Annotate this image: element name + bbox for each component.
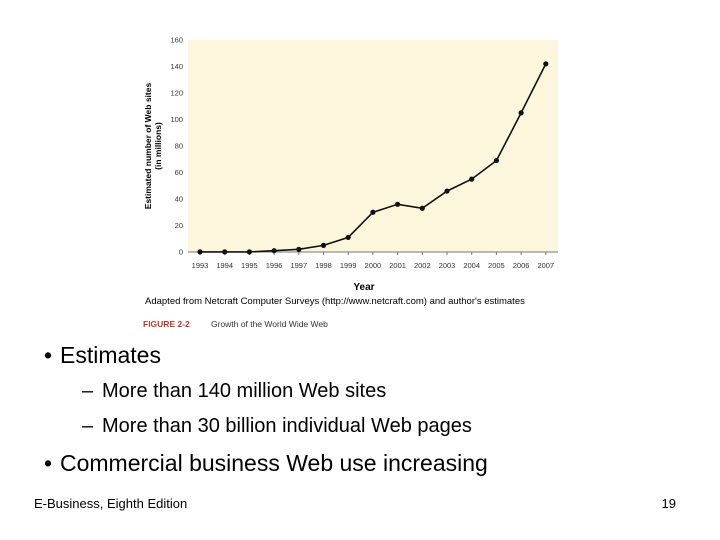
data-point xyxy=(518,110,524,116)
sub-bullet-text: More than 140 million Web sites xyxy=(102,380,387,402)
data-point xyxy=(469,176,475,182)
bullet-text: Estimates xyxy=(60,342,161,368)
data-point xyxy=(271,248,277,254)
bullet-marker: • xyxy=(44,450,53,476)
plot-area xyxy=(188,40,558,252)
y-tick-label: 100 xyxy=(170,115,183,124)
x-tick-label: 1999 xyxy=(340,261,357,270)
bullet-text: Commercial business Web use increasing xyxy=(60,450,488,476)
bullet-marker: • xyxy=(44,342,53,368)
figure-label: FIGURE 2-2 xyxy=(143,319,190,329)
x-tick-label: 1998 xyxy=(315,261,332,270)
page-number: 19 xyxy=(661,496,676,511)
x-tick-label: 1993 xyxy=(192,261,209,270)
sub-bullet-item: – More than 30 billion individual Web pa… xyxy=(82,415,472,438)
data-point xyxy=(444,188,450,194)
x-tick-label: 1997 xyxy=(290,261,307,270)
x-tick-label: 2006 xyxy=(513,261,530,270)
y-tick-label: 60 xyxy=(175,168,183,177)
data-point xyxy=(543,61,549,67)
data-point xyxy=(296,246,302,252)
y-tick-label: 140 xyxy=(170,62,183,71)
x-tick-label: 2007 xyxy=(537,261,554,270)
data-point xyxy=(246,249,252,255)
data-point xyxy=(222,249,228,255)
y-tick-label: 0 xyxy=(179,248,183,257)
x-tick-label: 1995 xyxy=(241,261,258,270)
y-axis-title-line2: (in millions) xyxy=(153,122,163,170)
figure-title: Growth of the World Wide Web xyxy=(211,319,328,329)
source-note: Adapted from Netcraft Computer Surveys (… xyxy=(145,296,525,307)
data-point xyxy=(370,209,376,215)
y-tick-label: 160 xyxy=(170,36,183,45)
x-tick-label: 2003 xyxy=(439,261,456,270)
data-point xyxy=(345,234,351,241)
x-tick-label: 1994 xyxy=(216,261,233,270)
x-tick-label: 1996 xyxy=(266,261,283,270)
y-tick-label: 40 xyxy=(175,195,183,204)
x-tick-label: 2004 xyxy=(463,261,480,270)
data-point xyxy=(493,157,499,164)
data-point xyxy=(320,242,327,248)
data-point xyxy=(395,201,401,207)
x-tick-label: 2005 xyxy=(488,261,505,270)
data-point xyxy=(197,249,203,255)
data-point xyxy=(419,205,425,211)
bullet-item: • Estimates xyxy=(44,342,161,369)
bullet-item: • Commercial business Web use increasing xyxy=(44,450,488,477)
web-growth-chart: 0 20 40 60 80 100 120 140 160 1993 1994 1995 1996 19… xyxy=(143,36,558,329)
sub-bullet-marker: – xyxy=(82,380,94,402)
x-tick-label: 2001 xyxy=(389,261,406,270)
y-tick-label: 120 xyxy=(170,89,183,98)
sub-bullet-item: – More than 140 million Web sites xyxy=(82,380,387,403)
x-tick-label: 2000 xyxy=(365,261,382,270)
footer-book-title: E-Business, Eighth Edition xyxy=(34,496,188,511)
x-axis-title: Year xyxy=(353,282,374,293)
y-axis-title-line1: Estimated number of Web sites xyxy=(143,83,153,210)
x-tick-label: 2002 xyxy=(414,261,431,270)
sub-bullet-marker: – xyxy=(82,415,94,437)
sub-bullet-text: More than 30 billion individual Web page… xyxy=(102,415,472,437)
y-tick-label: 20 xyxy=(175,221,183,230)
y-tick-label: 80 xyxy=(175,142,183,151)
